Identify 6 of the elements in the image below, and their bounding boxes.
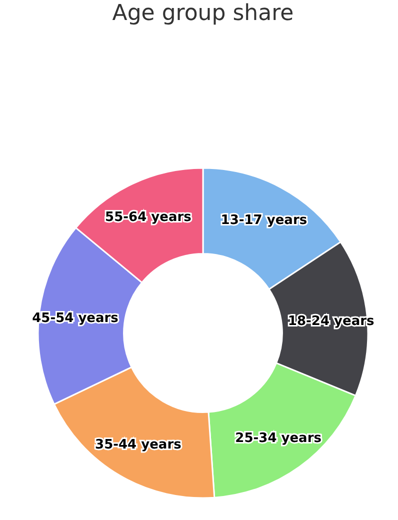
- slice-label: 25-34 years: [235, 430, 322, 446]
- slice-label: 45-54 years: [32, 310, 119, 326]
- slice-label: 13-17 years: [220, 213, 308, 228]
- chart-title: Age group share: [112, 1, 294, 26]
- slice-label: 55-64 years: [105, 210, 192, 226]
- slice-label: 35-44 years: [95, 438, 182, 453]
